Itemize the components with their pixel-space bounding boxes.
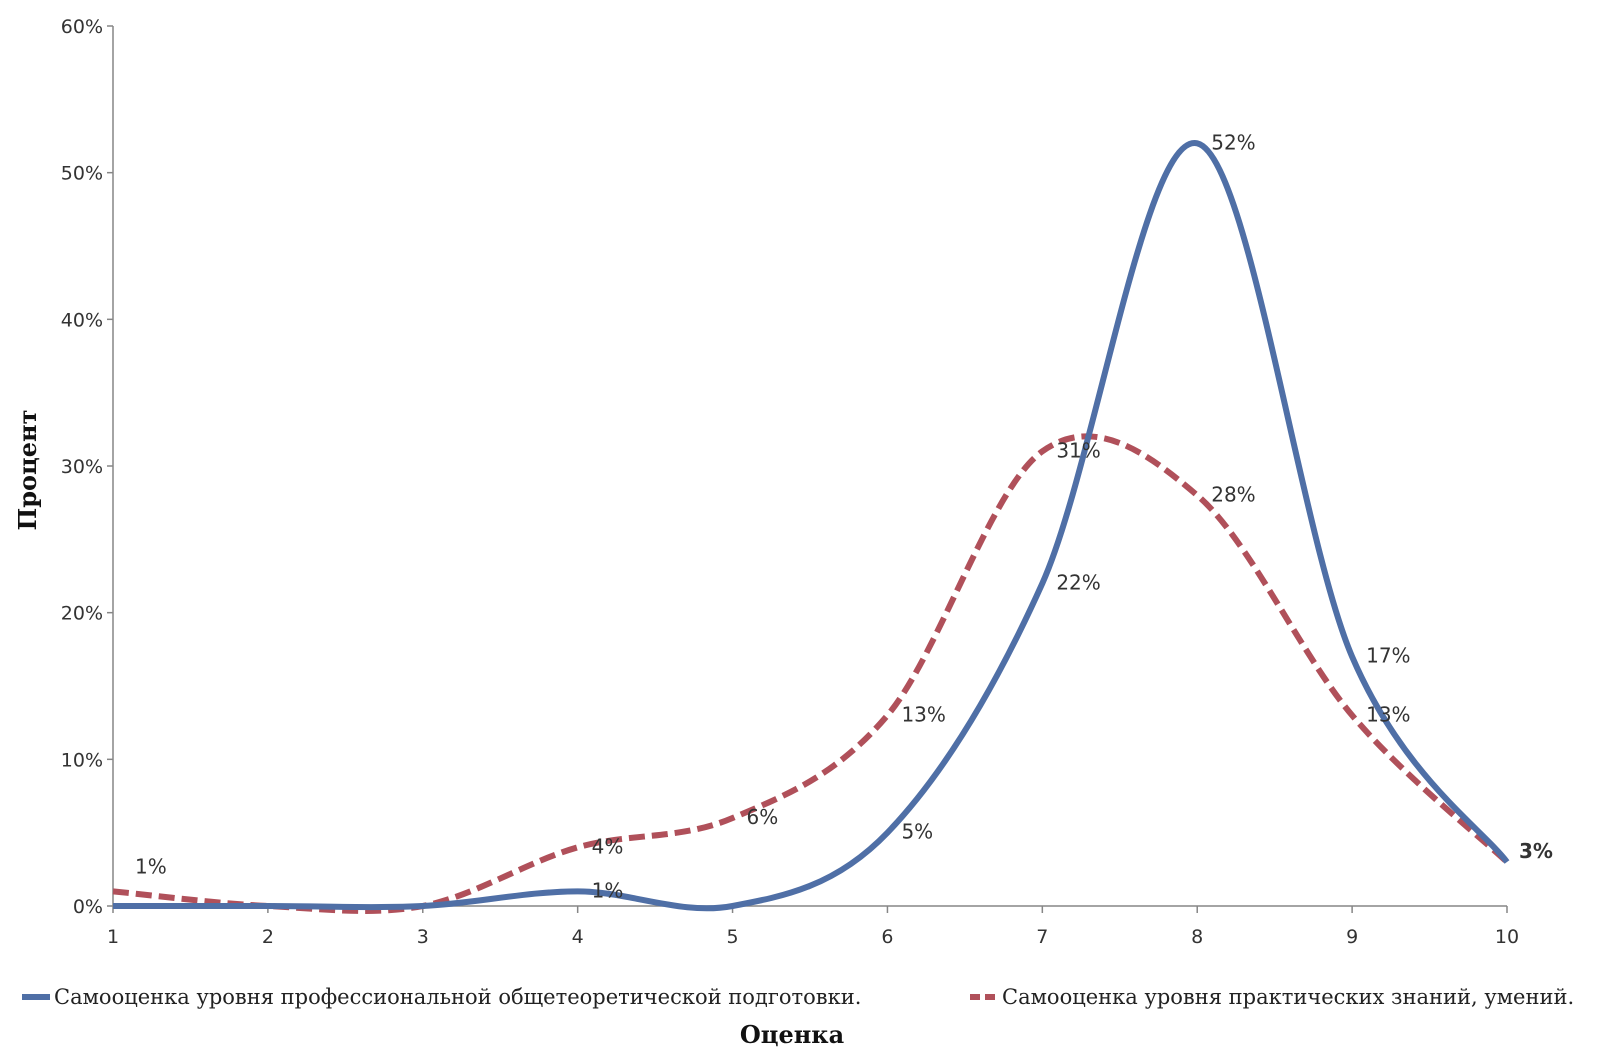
data-label: 1% (135, 854, 167, 878)
x-axis: 1 2 3 4 5 6 7 8 9 10 (107, 905, 1519, 948)
data-label: 28% (1211, 482, 1255, 506)
legend-label: Самооценка уровня профессиональной общет… (54, 985, 861, 1009)
y-tick-label: 60% (61, 16, 103, 38)
data-label: 17% (1366, 644, 1410, 668)
x-tick-label: 10 (1495, 926, 1519, 948)
data-label: 5% (901, 820, 933, 844)
legend: Самооценка уровня профессиональной общет… (22, 985, 1574, 1009)
legend-label: Самооценка уровня практических знаний, у… (1002, 985, 1574, 1009)
y-tick-label: 40% (61, 309, 103, 331)
x-axis-title: Оценка (740, 1020, 844, 1048)
data-label: 31% (1056, 438, 1100, 462)
series-lines (112, 140, 1510, 914)
x-tick-label: 7 (1036, 926, 1048, 948)
x-tick-label: 3 (417, 926, 429, 948)
x-tick-label: 6 (881, 926, 893, 948)
y-tick-label: 20% (61, 603, 103, 625)
data-label: 6% (747, 805, 779, 829)
x-tick-label: 8 (1191, 926, 1203, 948)
data-label: 13% (901, 702, 945, 726)
data-label: 4% (592, 834, 624, 858)
data-label: 52% (1211, 130, 1255, 154)
series-line-1 (113, 140, 1510, 912)
x-tick-label: 5 (727, 926, 739, 948)
data-label: 22% (1056, 570, 1100, 594)
y-tick-label: 10% (61, 749, 103, 771)
x-tick-label: 9 (1346, 926, 1358, 948)
y-tick-label: 30% (61, 456, 103, 478)
x-tick-label: 2 (262, 926, 274, 948)
y-tick-label: 50% (61, 163, 103, 185)
legend-item-2: Самооценка уровня практических знаний, у… (970, 985, 1574, 1009)
data-labels: 1% 5% 22% 52% 17% 3% 1% 4% 6% 13% 31% 28% 13% (135, 130, 1553, 902)
x-tick-label: 1 (107, 926, 119, 948)
data-label: 3% (1519, 839, 1553, 863)
series-line-2 (112, 433, 1510, 914)
y-axis-title: Процент (13, 410, 42, 531)
y-axis: 0% 10% 20% 30% 40% 50% 60% (61, 16, 114, 918)
legend-item-1: Самооценка уровня профессиональной общет… (22, 985, 861, 1009)
y-tick-label: 0% (73, 896, 103, 918)
x-tick-label: 4 (572, 926, 584, 948)
data-label: 13% (1366, 702, 1410, 726)
data-label: 1% (592, 878, 624, 902)
